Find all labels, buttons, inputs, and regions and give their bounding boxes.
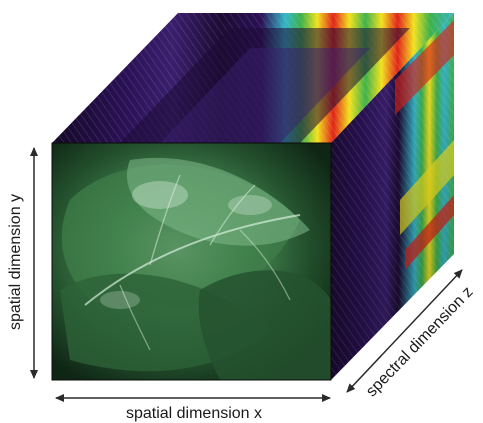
front-face-border <box>51 142 332 381</box>
x-axis-label: spatial dimension x <box>126 405 262 422</box>
y-axis-label: spatial dimension y <box>7 194 24 330</box>
z-axis-arrow <box>346 269 463 393</box>
cube-top-face <box>52 13 454 143</box>
cube-front-face-image <box>52 143 331 380</box>
